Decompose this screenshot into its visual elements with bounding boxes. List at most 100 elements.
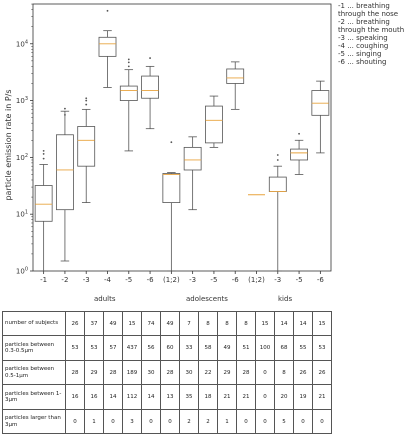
table-cell: 112: [122, 384, 142, 410]
table-cell: 74: [141, 311, 161, 336]
box-7: [183, 136, 202, 211]
table-cell: 33: [179, 335, 199, 361]
table-cell: 53: [65, 335, 85, 361]
outlier-point: [276, 159, 279, 161]
legend-item: -2 ... breathing through the mouth: [338, 18, 405, 34]
table-cell: 1: [84, 409, 104, 434]
table-cell: 29: [84, 360, 104, 385]
box-4: [119, 58, 138, 152]
table-cell: 0: [103, 409, 123, 434]
table-cell: 0: [312, 409, 332, 434]
table-cell: 19: [293, 384, 313, 410]
x-tick-label: -4: [104, 276, 112, 284]
box-2: [77, 97, 96, 203]
x-tick-label: -6: [232, 276, 240, 284]
table-cell: 37: [84, 311, 104, 336]
outlier-point: [170, 141, 173, 144]
legend: -1 ... breathing through the nose -2 ...…: [338, 2, 414, 66]
summary-table: number of subjects 26 37 49 15 74 49 7 8 8 8 15 14 14…: [2, 311, 332, 434]
box-body: [56, 134, 74, 211]
legend-item: -4 ... coughing: [338, 42, 389, 50]
box-0: [34, 150, 53, 272]
table-cell: 16: [84, 384, 104, 410]
outlier-point: [106, 9, 109, 12]
legend-item: -3 ... speaking: [338, 34, 388, 42]
table-cell: 26: [293, 360, 313, 385]
table-cell: 2: [198, 409, 218, 434]
table-cell: 15: [312, 311, 332, 336]
outlier-point: [276, 154, 279, 156]
table-cell: 56: [141, 335, 161, 361]
table-cell: 60: [160, 335, 180, 361]
table-cell: 15: [255, 311, 275, 336]
outlier-point: [127, 61, 130, 64]
outlier-point: [85, 97, 88, 100]
table-cell: 8: [217, 311, 237, 336]
row-header: number of subjects: [2, 311, 66, 336]
group-label-adolescents: adolescents: [186, 295, 228, 303]
table-cell: 0: [255, 360, 275, 385]
table-cell: 14: [141, 384, 161, 410]
row-header: particles larger than 3μm: [2, 409, 66, 434]
box-body: [34, 185, 53, 222]
table-cell: 28: [65, 360, 85, 385]
table-cell: 0: [141, 409, 161, 434]
table-row: number of subjects 26 37 49 15 74 49 7 8 8 8 15 14 14…: [2, 311, 332, 336]
table-cell: 2: [179, 409, 199, 434]
box-body: [205, 105, 223, 144]
group-labels: adults adolescents kids: [0, 295, 414, 307]
table-cell: 18: [198, 384, 218, 410]
table-cell: 29: [217, 360, 237, 385]
box-body: [226, 68, 245, 84]
table-cell: 21: [312, 384, 332, 410]
table-cell: 0: [65, 409, 85, 434]
table-cell: 0: [255, 384, 275, 410]
box-3: [98, 9, 117, 88]
y-tick-label: 102: [16, 153, 28, 162]
x-tick-label: (1;2): [248, 276, 265, 284]
box-11: [268, 154, 287, 272]
table-cell: 28: [160, 360, 180, 385]
box-body: [290, 148, 308, 161]
table-cell: 30: [179, 360, 199, 385]
chart-axes: 100 101 102 103 104 -1 -2 -3 -4 -5 -6 (1;2) -3 -5 -6 (1…: [16, 3, 332, 284]
table-cell: 189: [122, 360, 142, 385]
table-cell: 0: [160, 409, 180, 434]
x-tick-label: -5: [210, 276, 217, 284]
x-tick-label: -6: [147, 276, 155, 284]
table-cell: 53: [84, 335, 104, 361]
table-cell: 35: [179, 384, 199, 410]
outlier-point: [127, 65, 130, 68]
table-cell: 8: [274, 360, 294, 385]
table-cell: 100: [255, 335, 275, 361]
table-cell: 15: [122, 311, 142, 336]
table-cell: 68: [274, 335, 294, 361]
table-row: particles between 0.5-1μm 28 29 28 189 30 28 30…: [2, 360, 332, 385]
x-tick-label: -3: [274, 276, 281, 284]
table-cell: 8: [236, 311, 256, 336]
table-cell: 30: [141, 360, 161, 385]
table-cell: 21: [236, 384, 256, 410]
x-tick-label: -3: [83, 276, 90, 284]
table-cell: 0: [293, 409, 313, 434]
table-cell: 26: [65, 311, 85, 336]
legend-item: -5 ... singing: [338, 50, 382, 58]
table-cell: 55: [293, 335, 313, 361]
table-row: particles larger than 3μm 0 1 0 3 0 0 2 2 1 0 0 5 0 0: [2, 409, 332, 434]
legend-item: -1 ... breathing through the nose: [338, 2, 399, 18]
table-cell: 49: [217, 335, 237, 361]
box-plot-chart: 100 101 102 103 104 -1 -2 -3 -4 -5 -6 (1;2) -3 -5 -6 (1…: [4, 3, 332, 284]
y-tick-label: 104: [16, 39, 28, 48]
table-cell: 437: [122, 335, 142, 361]
table-row: particles between 1-3μm 16 16 14 112 14 13 35 18…: [2, 384, 332, 410]
group-label-kids: kids: [278, 295, 293, 303]
box-body: [119, 85, 138, 101]
box-body: [268, 176, 287, 192]
box-5: [141, 57, 159, 130]
x-tick-label: -6: [317, 276, 325, 284]
table-row: particles between 0.3-0.5μm 53 53 57 437 56 60…: [2, 335, 332, 361]
table-cell: 58: [198, 335, 218, 361]
y-tick-label: 100: [16, 267, 28, 276]
box-13: [311, 80, 330, 154]
table-cell: 0: [255, 409, 275, 434]
